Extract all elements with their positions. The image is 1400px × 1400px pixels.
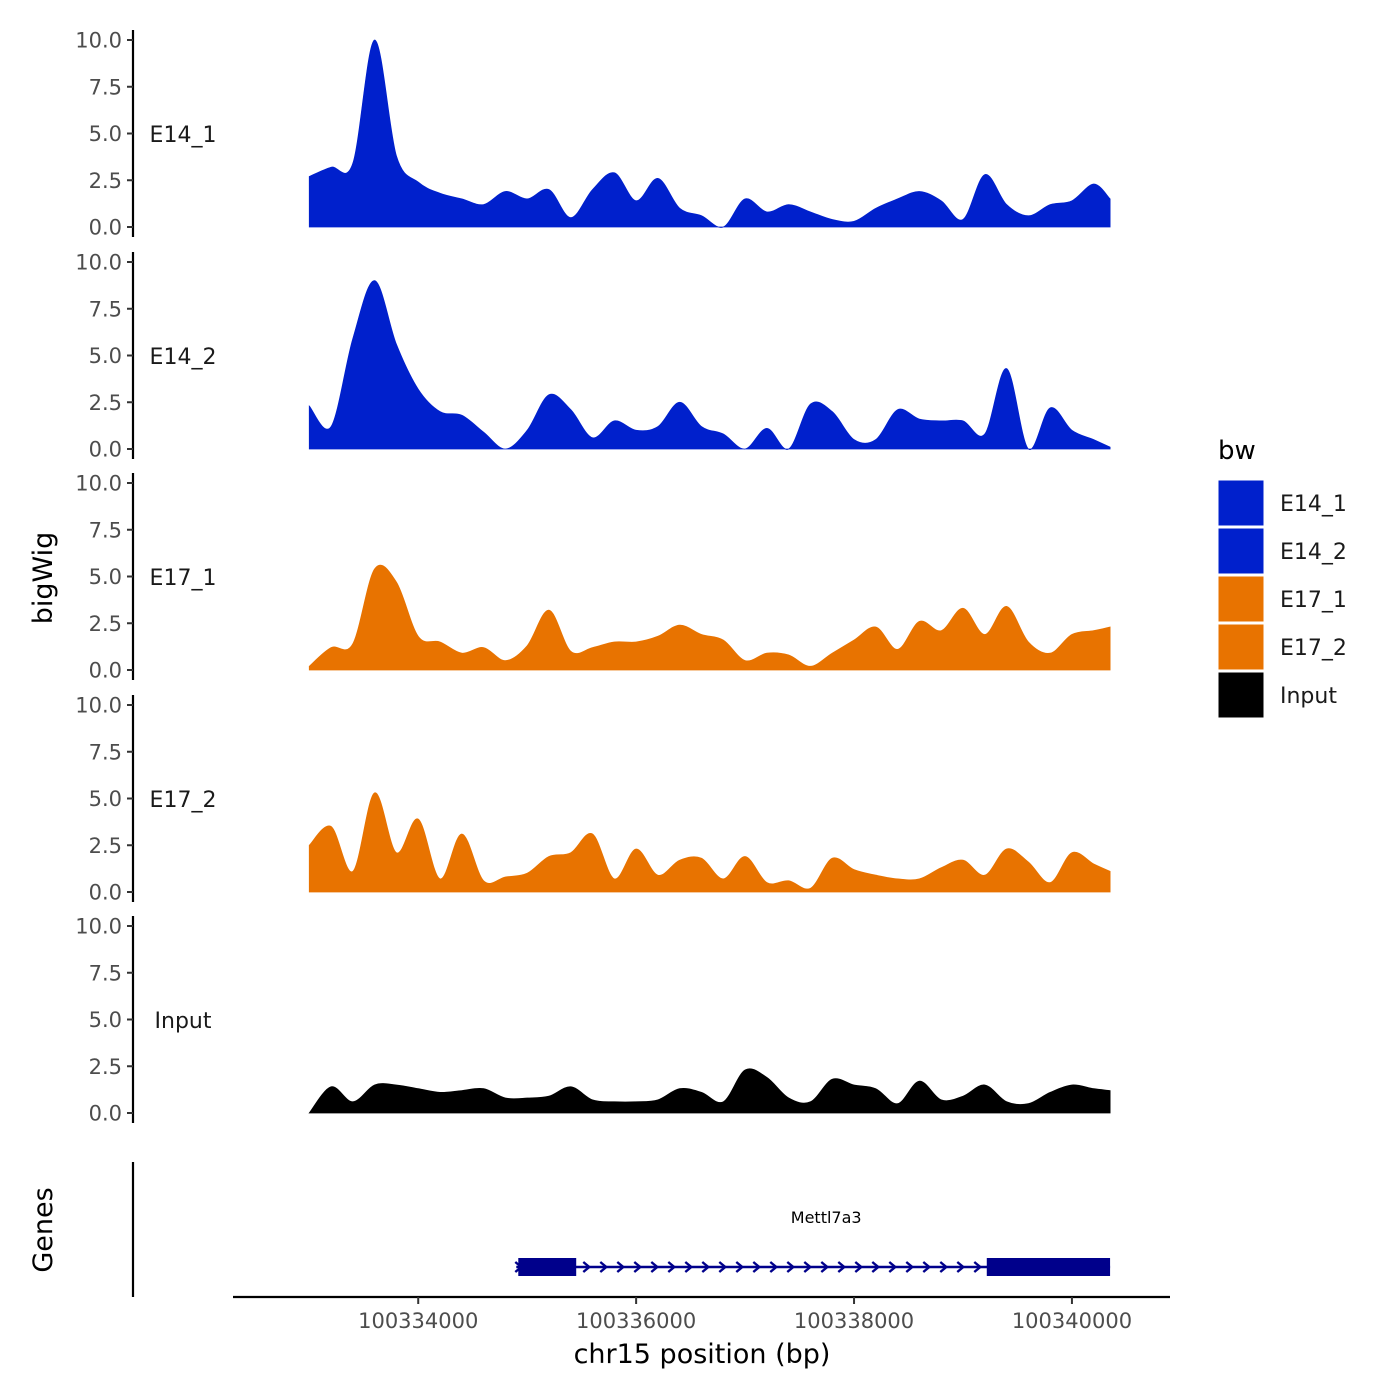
strand-arrow bbox=[854, 1261, 864, 1273]
y-tick-label: 2.5 bbox=[89, 834, 122, 858]
x-axis-title: chr15 position (bp) bbox=[574, 1339, 831, 1370]
legend-label: E17_1 bbox=[1280, 588, 1347, 613]
track-label: E17_2 bbox=[150, 788, 217, 813]
track-label: E14_1 bbox=[150, 123, 217, 148]
y-tick-label: 2.5 bbox=[89, 1055, 122, 1079]
strand-arrow bbox=[905, 1261, 915, 1273]
x-tick-label: 100338000 bbox=[794, 1309, 914, 1333]
signal-area-E17_2 bbox=[308, 792, 1111, 893]
strand-arrow bbox=[803, 1261, 813, 1273]
track-label: E14_2 bbox=[150, 345, 217, 370]
legend-label: E17_2 bbox=[1280, 636, 1347, 661]
legend-key-E17_1 bbox=[1217, 575, 1265, 623]
legend-label: Input bbox=[1280, 684, 1337, 709]
gene-Mettl7a3: Mettl7a3 bbox=[514, 1208, 1111, 1276]
strand-arrow bbox=[735, 1261, 745, 1273]
y-tick-label: 5.0 bbox=[89, 1008, 122, 1032]
strand-arrow bbox=[888, 1261, 898, 1273]
x-axis: 100334000 100336000 100338000 100340000 bbox=[233, 1295, 1170, 1333]
strand-arrow bbox=[939, 1261, 949, 1273]
strand-arrow bbox=[769, 1261, 779, 1273]
y-tick-label: 0.0 bbox=[89, 1102, 122, 1126]
y-tick-label: 10.0 bbox=[75, 251, 122, 275]
legend-label: E14_1 bbox=[1280, 492, 1347, 517]
strand-arrow bbox=[633, 1261, 643, 1273]
strand-arrow bbox=[820, 1261, 830, 1273]
strand-arrow bbox=[973, 1261, 983, 1273]
strand-arrow bbox=[786, 1261, 796, 1273]
y-tick-label: 10.0 bbox=[75, 694, 122, 718]
track-label: Input bbox=[155, 1009, 212, 1034]
strand-arrow bbox=[718, 1261, 728, 1273]
signal-area-E14_1 bbox=[308, 39, 1111, 228]
legend-key-Input bbox=[1217, 671, 1265, 719]
signal-area-E14_2 bbox=[308, 280, 1111, 450]
strand-arrow bbox=[667, 1261, 677, 1273]
y-tick-label: 7.5 bbox=[89, 740, 122, 764]
y-tick-label: 5.0 bbox=[89, 787, 122, 811]
y-tick-label: 0.0 bbox=[89, 881, 122, 905]
genes-track: Mettl7a3 bbox=[131, 1162, 1111, 1297]
y-tick-label: 7.5 bbox=[89, 518, 122, 542]
strand-arrow bbox=[956, 1261, 966, 1273]
y-tick-label: 2.5 bbox=[89, 612, 122, 636]
x-tick-label: 100336000 bbox=[576, 1309, 696, 1333]
strand-arrow bbox=[616, 1261, 626, 1273]
strand-arrow bbox=[599, 1261, 609, 1273]
x-tick-label: 100334000 bbox=[358, 1309, 478, 1333]
y-tick-label: 7.5 bbox=[89, 75, 122, 99]
y-tick-label: 10.0 bbox=[75, 29, 122, 53]
strand-arrow bbox=[752, 1261, 762, 1273]
legend-key-E14_2 bbox=[1217, 527, 1265, 575]
gene-exon bbox=[986, 1258, 1111, 1276]
strand-arrow bbox=[922, 1261, 932, 1273]
track-Input: 0.0 2.5 5.0 7.5 10.0 Input bbox=[75, 915, 1111, 1126]
strand-arrow bbox=[684, 1261, 694, 1273]
track-label: E17_1 bbox=[150, 566, 217, 591]
legend-key-E17_2 bbox=[1217, 623, 1265, 671]
track-E14_1: 0.0 2.5 5.0 7.5 10.0 E14_1 bbox=[75, 29, 1111, 240]
legend-label: E14_2 bbox=[1280, 540, 1347, 565]
legend-title: bw bbox=[1218, 436, 1256, 466]
strand-arrow bbox=[701, 1261, 711, 1273]
y-tick-label: 0.0 bbox=[89, 216, 122, 240]
x-tick-label: 100340000 bbox=[1012, 1309, 1132, 1333]
signal-tracks: 0.0 2.5 5.0 7.5 10.0 E14_1 0.0 2.5 5.0 7.5 10.0 E14… bbox=[75, 29, 1111, 1126]
gene-label: Mettl7a3 bbox=[791, 1208, 862, 1227]
y-tick-label: 10.0 bbox=[75, 915, 122, 939]
signal-area-Input bbox=[308, 1068, 1111, 1114]
y-tick-label: 0.0 bbox=[89, 659, 122, 683]
y-tick-label: 5.0 bbox=[89, 122, 122, 146]
legend-key-E14_1 bbox=[1217, 479, 1265, 527]
y-tick-label: 5.0 bbox=[89, 344, 122, 368]
track-E14_2: 0.0 2.5 5.0 7.5 10.0 E14_2 bbox=[75, 251, 1111, 462]
legend: bw E14_1 E14_2 E17_1 E17_2 Input bbox=[1217, 436, 1347, 719]
y-tick-label: 2.5 bbox=[89, 391, 122, 415]
y-tick-label: 2.5 bbox=[89, 169, 122, 193]
gene-exon bbox=[518, 1258, 577, 1276]
y-tick-label: 5.0 bbox=[89, 565, 122, 589]
y-tick-label: 7.5 bbox=[89, 961, 122, 985]
track-E17_2: 0.0 2.5 5.0 7.5 10.0 E17_2 bbox=[75, 694, 1111, 905]
y-axis-title: bigWig bbox=[28, 532, 59, 625]
signal-area-E17_1 bbox=[308, 564, 1111, 671]
track-E17_1: 0.0 2.5 5.0 7.5 10.0 E17_1 bbox=[75, 472, 1111, 683]
y-tick-label: 10.0 bbox=[75, 472, 122, 496]
y-tick-label: 7.5 bbox=[89, 297, 122, 321]
strand-arrow bbox=[582, 1261, 592, 1273]
genes-track-title: Genes bbox=[28, 1187, 59, 1272]
y-tick-label: 0.0 bbox=[89, 438, 122, 462]
strand-arrow bbox=[837, 1261, 847, 1273]
strand-arrow bbox=[650, 1261, 660, 1273]
strand-arrow bbox=[871, 1261, 881, 1273]
